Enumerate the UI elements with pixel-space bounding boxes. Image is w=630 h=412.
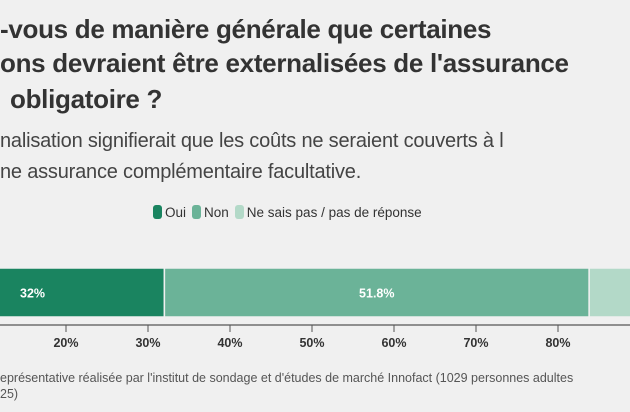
legend-swatch [234, 205, 244, 219]
x-tick-label: 60% [381, 336, 406, 350]
x-tick-label: 40% [217, 336, 242, 350]
x-tick-label: 20% [53, 336, 78, 350]
footer-source-line-1: eprésentative réalisée par l'institut de… [0, 371, 574, 385]
legend: Oui Non Ne sais pas / pas de réponse [153, 205, 422, 220]
x-tick-label: 70% [463, 336, 488, 350]
chart-subtitle-line-1: nalisation signifierait que les coûts ne… [0, 130, 504, 152]
legend-label: Non [204, 205, 229, 220]
legend-item-non: Non [192, 205, 229, 220]
legend-label: Ne sais pas / pas de réponse [246, 205, 422, 220]
chart-subtitle-line-2: ne assurance complémentaire facultative. [0, 161, 362, 183]
legend-swatch [192, 205, 202, 219]
bar-label-0: 32% [20, 287, 45, 301]
chart-title-line-3: obligatoire ? [10, 84, 163, 114]
footer-source-line-2: 25) [0, 387, 19, 401]
legend-item-ne-sais-pas: Ne sais pas / pas de réponse [234, 205, 422, 220]
x-tick-label: 30% [135, 336, 160, 350]
chart-title-line-1: -vous de manière générale que certaines [0, 14, 492, 44]
bar-segment-1 [163, 267, 590, 318]
chart-title-line-2: ons devraient être externalisées de l'as… [0, 48, 569, 78]
legend-item-oui: Oui [153, 205, 186, 220]
bar-segment-2 [588, 267, 630, 318]
legend-label: Oui [165, 205, 187, 220]
x-tick-label: 80% [545, 336, 570, 350]
x-tick-label: 50% [299, 336, 324, 350]
legend-swatch [153, 205, 162, 219]
bar-label-1: 51.8% [359, 287, 394, 301]
